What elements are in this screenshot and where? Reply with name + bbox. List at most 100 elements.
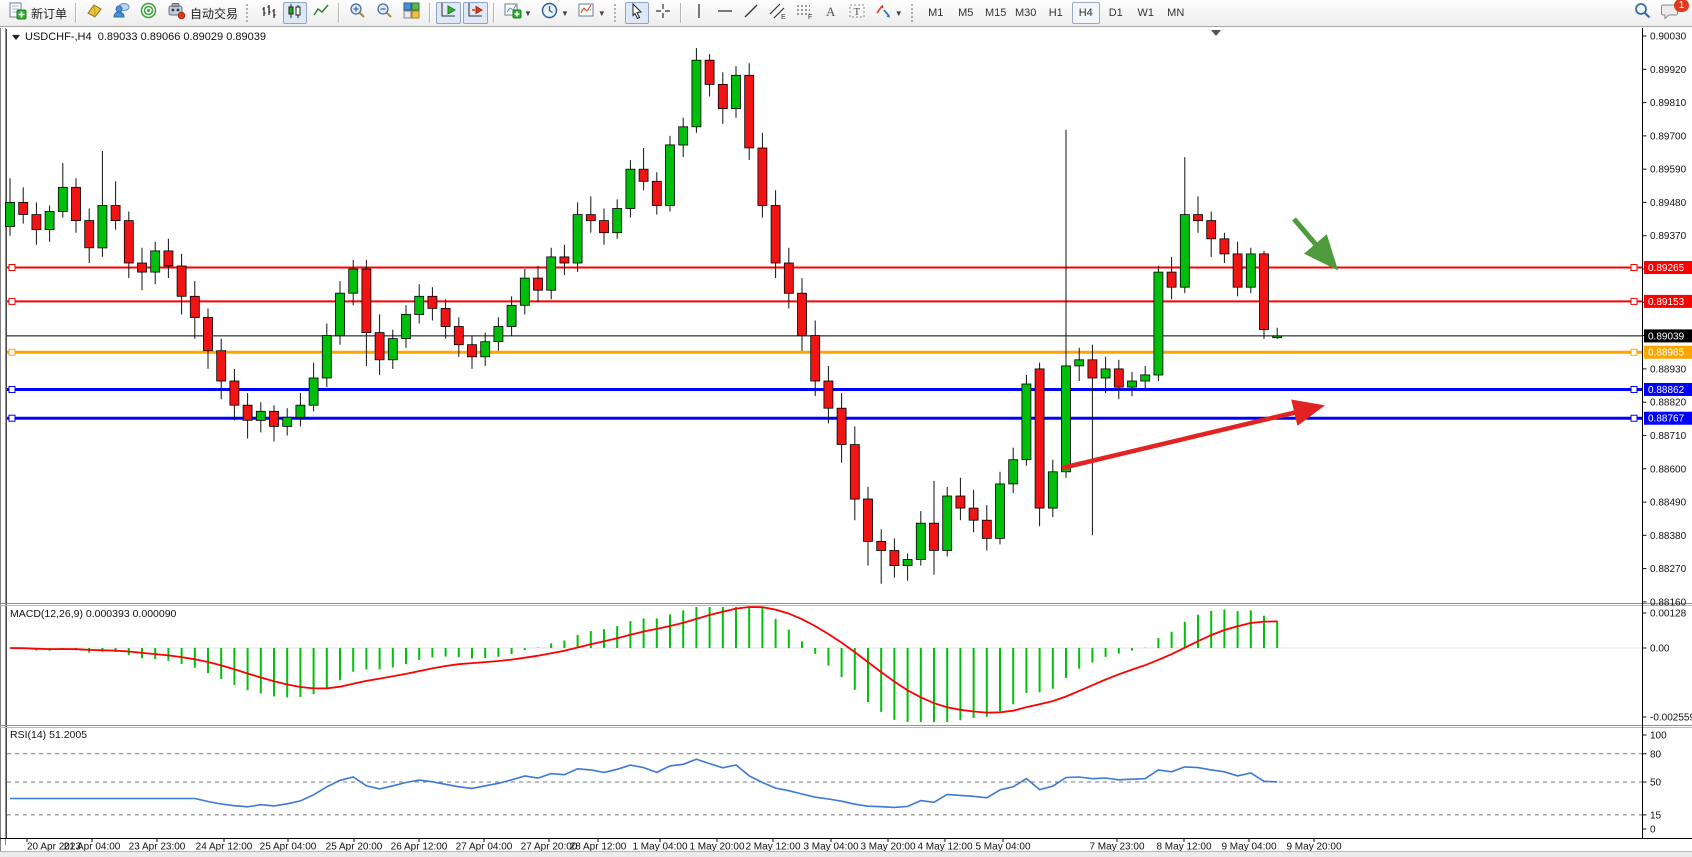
notifications-button[interactable]: 1 — [1657, 0, 1689, 24]
svg-text:0.90030: 0.90030 — [1650, 32, 1687, 43]
trendline-icon — [742, 2, 760, 25]
text-label-tool-button[interactable]: T — [845, 2, 869, 24]
toolbar-drag-handle[interactable] — [246, 4, 252, 22]
market-button[interactable] — [82, 2, 107, 24]
svg-text:26 Apr 12:00: 26 Apr 12:00 — [391, 842, 448, 853]
svg-text:0.89590: 0.89590 — [1650, 165, 1687, 176]
timeframe-m5-button[interactable]: M5 — [958, 7, 974, 19]
svg-text:0.89153: 0.89153 — [1648, 297, 1685, 308]
timeframe-h4-button[interactable]: H4 — [1071, 2, 1100, 24]
templates-icon — [577, 1, 596, 25]
dropdown-caret-icon: ▼ — [894, 8, 903, 18]
svg-text:E: E — [781, 14, 786, 20]
chart-shift-marker — [1211, 30, 1221, 36]
svg-text:27 Apr 04:00: 27 Apr 04:00 — [456, 842, 513, 853]
svg-text:0.00128: 0.00128 — [1650, 609, 1687, 620]
svg-text:25 Apr 20:00: 25 Apr 20:00 — [326, 842, 383, 853]
svg-text:0.89920: 0.89920 — [1650, 65, 1687, 76]
toolbar-separator — [493, 3, 496, 23]
timeframe-h1-button[interactable]: H1 — [1048, 7, 1063, 19]
cursor-button[interactable] — [624, 2, 649, 24]
auto-scroll-button[interactable] — [436, 2, 462, 24]
chart-title: USDCHF-,H4 0.89033 0.89066 0.89029 0.890… — [12, 31, 266, 43]
macd-name: MACD(12,26,9) — [10, 608, 83, 620]
symbol-dropdown-icon[interactable] — [12, 34, 20, 40]
svg-text:27 Apr 20:00: 27 Apr 20:00 — [521, 842, 578, 853]
svg-text:0.88862: 0.88862 — [1648, 385, 1685, 396]
arrows-tool-button[interactable]: ▼ — [871, 2, 906, 24]
macd-pane: 0.00128 0.00 -0.002559 — [7, 606, 1692, 724]
templates-button[interactable]: ▼ — [574, 2, 609, 24]
svg-text:28 Apr 12:00: 28 Apr 12:00 — [570, 842, 627, 853]
svg-text:24 Apr 12:00: 24 Apr 12:00 — [196, 842, 253, 853]
indicators-button[interactable]: ▼ — [500, 2, 535, 24]
timeframe-group: M1 M5 M15 M30 H1 H4 D1 W1 MN — [921, 2, 1191, 24]
search-icon — [1633, 1, 1652, 25]
macd-value-main: 0.000393 — [85, 608, 130, 620]
news-button[interactable] — [136, 2, 161, 24]
line-chart-icon — [312, 2, 330, 25]
pane-separators[interactable] — [0, 603, 1692, 728]
svg-text:20 Apr 2023: 20 Apr 2023 — [27, 842, 81, 853]
clock-icon — [540, 1, 559, 25]
chart-title-symbol: USDCHF-,H4 — [25, 31, 92, 43]
zoom-out-button[interactable] — [372, 2, 397, 24]
equidistant-channel-icon: E — [768, 2, 787, 25]
svg-text:3 May 20:00: 3 May 20:00 — [860, 842, 915, 853]
timeframe-m1-button[interactable]: M1 — [928, 7, 944, 19]
dropdown-caret-icon: ▼ — [560, 8, 569, 18]
zoom-out-icon — [375, 1, 394, 25]
svg-text:100: 100 — [1650, 731, 1667, 742]
svg-text:0.89480: 0.89480 — [1650, 198, 1687, 209]
vertical-line-icon — [690, 2, 708, 25]
svg-text:9 May 04:00: 9 May 04:00 — [1221, 842, 1276, 853]
signals-button[interactable] — [109, 2, 134, 24]
svg-text:0.88985: 0.88985 — [1648, 348, 1685, 359]
autotrading-button[interactable]: 自动交易 — [163, 2, 241, 24]
zoom-in-button[interactable] — [345, 2, 370, 24]
timeframe-d1-button[interactable]: D1 — [1108, 7, 1123, 19]
svg-text:0.89810: 0.89810 — [1650, 98, 1687, 109]
annotation-arrows[interactable] — [1061, 217, 1339, 471]
timeframe-mn-button[interactable]: MN — [1167, 7, 1185, 19]
vertical-line-tool-button[interactable] — [687, 2, 711, 24]
bar-chart-icon — [260, 2, 278, 25]
macd-value-signal: 0.000090 — [132, 608, 177, 620]
svg-text:0.88600: 0.88600 — [1650, 464, 1687, 475]
svg-text:4 May 12:00: 4 May 12:00 — [917, 842, 972, 853]
fibonacci-tool-button[interactable]: F — [792, 2, 817, 24]
timeframe-m30-button[interactable]: M30 — [1015, 7, 1037, 19]
notification-badge: 1 — [1674, 0, 1689, 12]
new-order-button[interactable]: 新订单 — [5, 2, 70, 24]
svg-text:A: A — [826, 4, 836, 19]
line-chart-button[interactable] — [309, 2, 333, 24]
svg-text:0.89370: 0.89370 — [1650, 231, 1687, 242]
periods-button[interactable]: ▼ — [537, 2, 572, 24]
fibonacci-icon: F — [795, 2, 814, 25]
chart-shift-button[interactable] — [463, 2, 489, 24]
text-icon: A — [822, 2, 840, 25]
toolbar-drag-handle[interactable] — [910, 4, 917, 22]
text-tool-button[interactable]: A — [819, 2, 843, 24]
indicators-icon — [503, 1, 522, 25]
horizontal-line-icon — [716, 2, 734, 25]
timeframe-m15-button[interactable]: M15 — [985, 7, 1007, 19]
tile-windows-icon — [402, 1, 421, 25]
horizontal-line-tool-button[interactable] — [713, 2, 737, 24]
search-button[interactable] — [1630, 2, 1655, 24]
timeframe-w1-button[interactable]: W1 — [1137, 7, 1154, 19]
trendline-tool-button[interactable] — [739, 2, 763, 24]
tile-windows-button[interactable] — [399, 2, 424, 24]
channel-tool-button[interactable]: E — [765, 2, 790, 24]
crosshair-button[interactable] — [651, 2, 675, 24]
candlestick-chart-button[interactable] — [283, 2, 308, 24]
svg-text:0.00: 0.00 — [1650, 644, 1670, 655]
svg-text:0.89039: 0.89039 — [1648, 331, 1685, 342]
toolbar-drag-handle[interactable] — [613, 4, 620, 22]
svg-text:0.88710: 0.88710 — [1650, 431, 1687, 442]
bar-chart-button[interactable] — [257, 2, 281, 24]
crosshair-icon — [654, 2, 672, 25]
new-order-icon — [8, 1, 27, 25]
